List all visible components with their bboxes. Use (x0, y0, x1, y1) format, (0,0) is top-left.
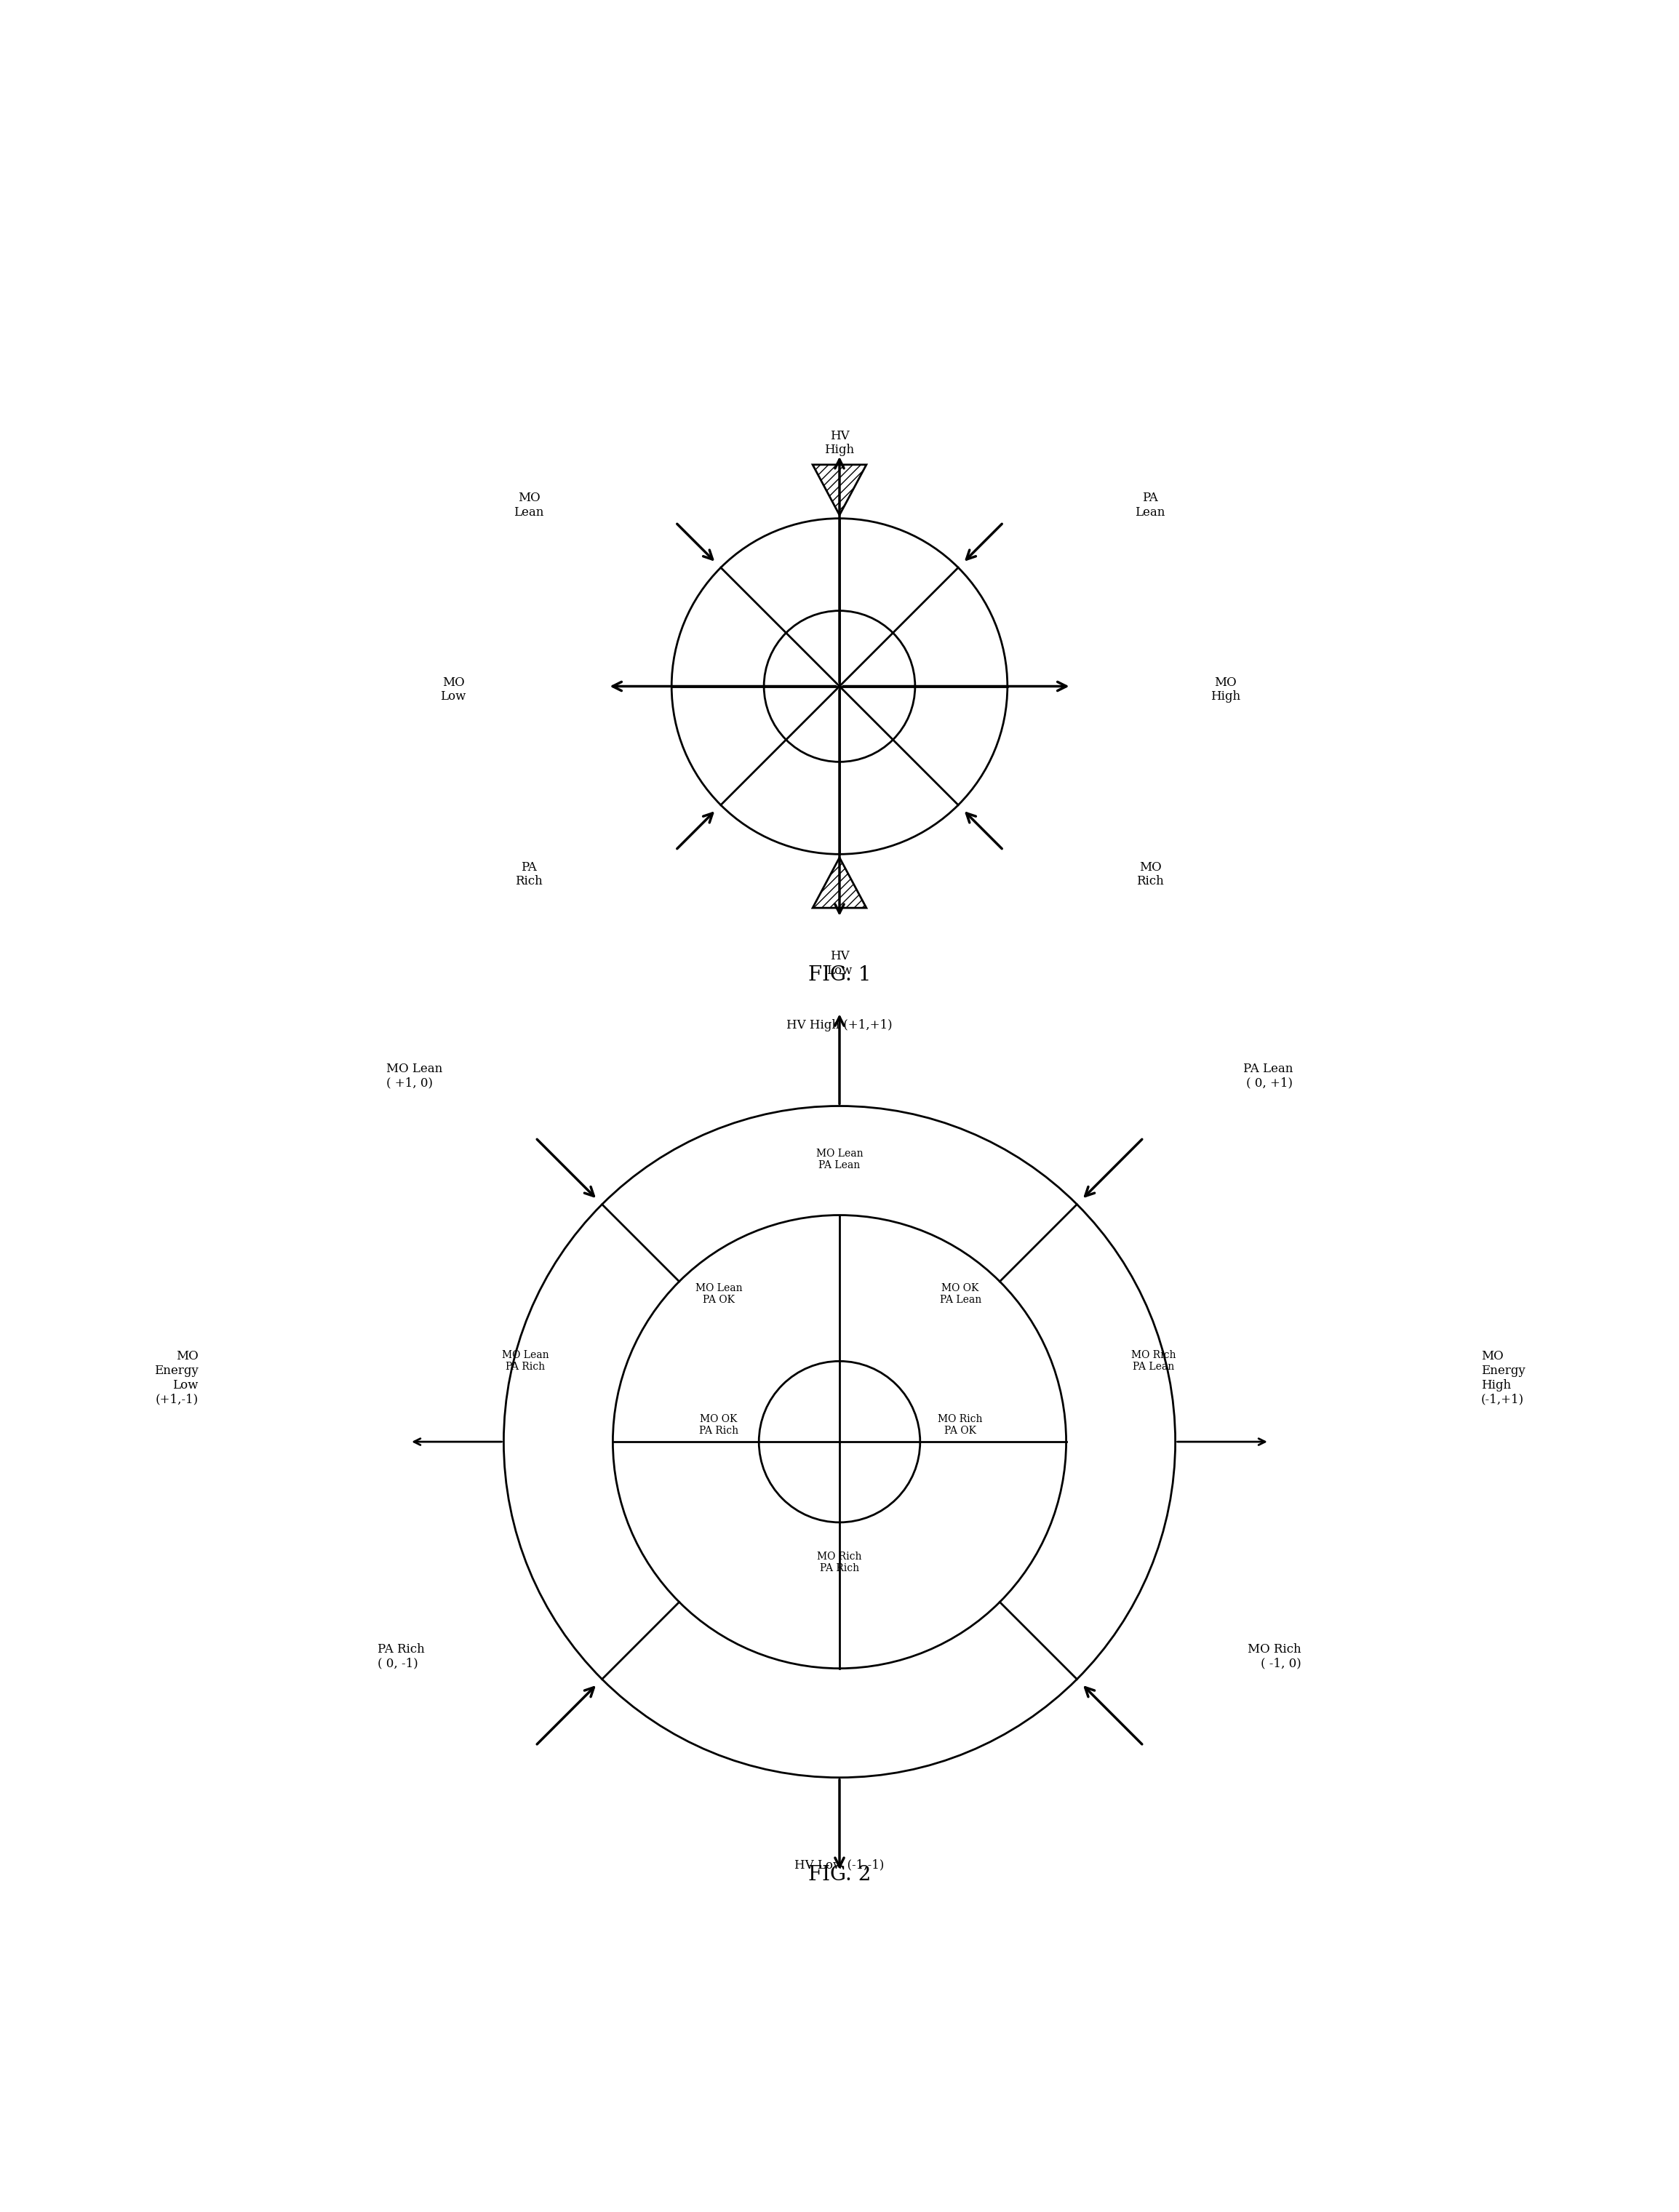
Text: HV Low (-1,-1): HV Low (-1,-1) (794, 1858, 885, 1871)
Text: PA Rich
( 0, -1): PA Rich ( 0, -1) (378, 1644, 425, 1670)
Text: MO Lean
PA Rich: MO Lean PA Rich (502, 1349, 549, 1371)
Text: MO Rich
( -1, 0): MO Rich ( -1, 0) (1247, 1644, 1301, 1670)
Text: MO
Low: MO Low (440, 677, 467, 703)
Text: MO Rich
PA Lean: MO Rich PA Lean (1132, 1349, 1175, 1371)
Text: MO Lean
PA Lean: MO Lean PA Lean (816, 1148, 863, 1170)
Text: MO
Energy
Low
(+1,-1): MO Energy Low (+1,-1) (154, 1349, 198, 1405)
Text: HV
High: HV High (824, 429, 855, 456)
Text: MO
High: MO High (1211, 677, 1241, 703)
Text: PA
Lean: PA Lean (1135, 491, 1165, 518)
Polygon shape (813, 465, 866, 515)
Text: HV
Low: HV Low (826, 949, 853, 978)
Text: MO Lean
( +1, 0): MO Lean ( +1, 0) (386, 1062, 442, 1088)
Text: MO OK
PA Rich: MO OK PA Rich (698, 1413, 739, 1436)
Text: MO
Lean: MO Lean (514, 491, 544, 518)
Text: MO
Energy
High
(-1,+1): MO Energy High (-1,+1) (1481, 1349, 1525, 1405)
Text: MO OK
PA Lean: MO OK PA Lean (940, 1283, 981, 1305)
Text: FIG. 1: FIG. 1 (808, 964, 871, 984)
Text: FIG. 2: FIG. 2 (808, 1865, 871, 1885)
Polygon shape (813, 858, 866, 907)
Text: PA Lean
( 0, +1): PA Lean ( 0, +1) (1242, 1062, 1293, 1088)
Text: PA
Rich: PA Rich (515, 860, 542, 887)
Text: HV High (+1,+1): HV High (+1,+1) (786, 1020, 893, 1031)
Text: MO Lean
PA OK: MO Lean PA OK (695, 1283, 742, 1305)
Text: MO
Rich: MO Rich (1137, 860, 1164, 887)
Text: MO Rich
PA OK: MO Rich PA OK (939, 1413, 982, 1436)
Text: MO Rich
PA Rich: MO Rich PA Rich (818, 1551, 861, 1573)
